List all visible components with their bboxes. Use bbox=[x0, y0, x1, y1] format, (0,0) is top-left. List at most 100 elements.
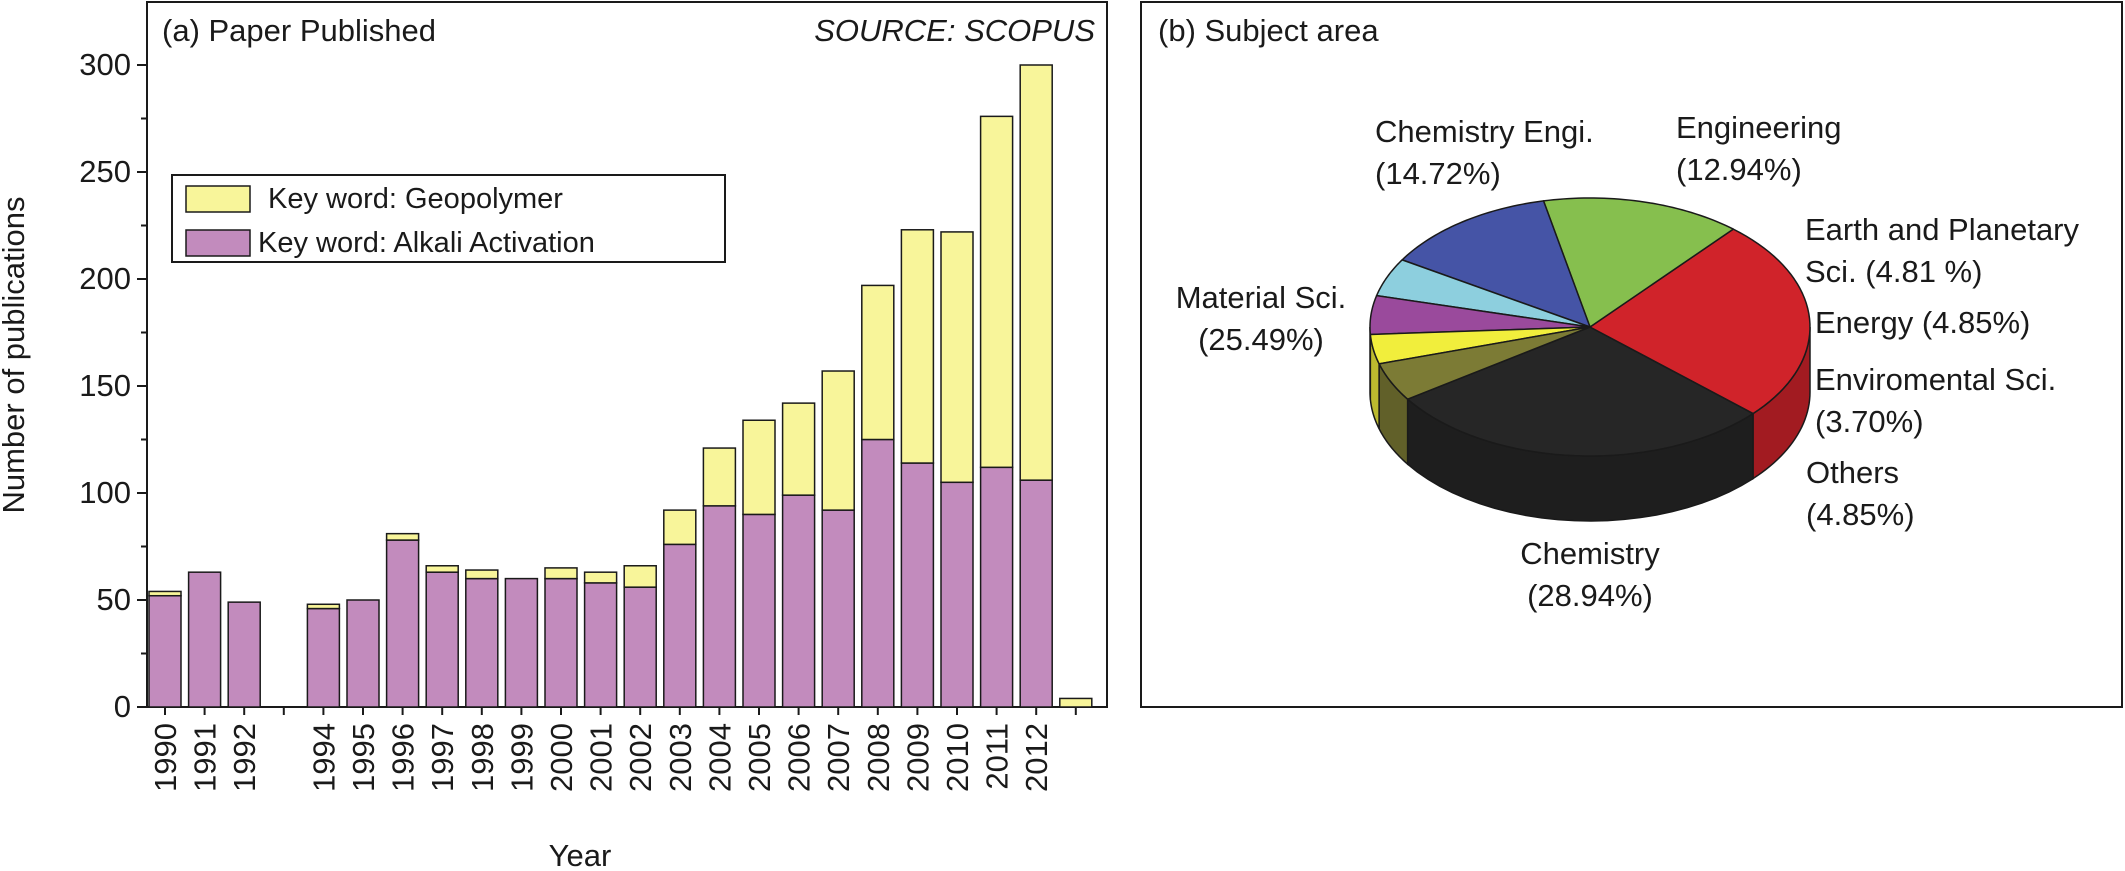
y-tick-label: 250 bbox=[79, 154, 131, 189]
x-tick-label: 2004 bbox=[702, 723, 737, 792]
legend-label-alkali-activation: Key word: Alkali Activation bbox=[258, 227, 595, 259]
bar-geopolymer-1998 bbox=[465, 569, 499, 580]
y-axis-label: Number of publications bbox=[0, 196, 31, 513]
bar-geopolymer-2010 bbox=[940, 231, 974, 484]
x-tick-label: 2008 bbox=[861, 723, 896, 792]
bar-geopolymer-2003 bbox=[663, 509, 697, 546]
bar-geopolymer-2000 bbox=[544, 567, 578, 580]
bar-geopolymer-2001 bbox=[583, 571, 618, 584]
legend-label-geopolymer: Key word: Geopolymer bbox=[268, 183, 563, 215]
y-tick-label: 100 bbox=[79, 475, 131, 510]
bar-geopolymer-1996 bbox=[385, 532, 420, 541]
pie-chart-title: (b) Subject area bbox=[1158, 13, 1379, 48]
legend-box bbox=[171, 174, 726, 263]
pie-label-material-sci: Material Sci. (25.49%) bbox=[1176, 280, 1347, 357]
x-tick-label: 2001 bbox=[584, 723, 619, 792]
pie-slice-chemistry bbox=[1406, 326, 1754, 457]
y-tick-label: 50 bbox=[97, 582, 131, 617]
x-tick-label: 1999 bbox=[504, 723, 539, 792]
bar-alkali-activation-2012 bbox=[1019, 479, 1053, 708]
x-tick-label: 2012 bbox=[1019, 723, 1054, 792]
pie-label-earth-and-planetary-sci: Earth and Planetary Sci. (4.81 %) bbox=[1805, 212, 2080, 289]
pie-slice-others bbox=[1378, 326, 1591, 400]
pie-label-enviromental-sci: Enviromental Sci. (3.70%) bbox=[1815, 362, 2056, 439]
pie-slice-earth-and-planetary-sci bbox=[1375, 259, 1591, 328]
bar-geopolymer-2009 bbox=[900, 229, 935, 464]
bar-geopolymer-2011 bbox=[979, 115, 1014, 469]
x-tick-label: 2006 bbox=[782, 723, 817, 792]
bar-alkali-activation-2000 bbox=[544, 577, 578, 708]
pie-label-chemistry-engi: Chemistry Engi. (14.72%) bbox=[1375, 114, 1594, 191]
x-tick-label: 1997 bbox=[425, 723, 460, 792]
y-tick-label: 150 bbox=[79, 368, 131, 403]
bar-marks bbox=[148, 64, 1093, 708]
bar-geopolymer-2008 bbox=[861, 284, 895, 441]
y-axis: 0 50 100 150 200 250 300 bbox=[79, 47, 147, 724]
pie-slice-material-sci bbox=[1589, 228, 1811, 415]
bar-geopolymer-2004 bbox=[702, 447, 737, 507]
x-axis: 1990 1991 1992 1994 1995 1996 1997 1998 1999 2000… bbox=[148, 707, 1077, 792]
pie-slice-energy bbox=[1369, 294, 1591, 336]
bar-alkali-activation-1990 bbox=[148, 594, 182, 708]
bar-alkali-activation-1994 bbox=[306, 607, 341, 708]
x-tick-label: 1992 bbox=[227, 723, 262, 792]
bar-alkali-activation-2010 bbox=[940, 481, 974, 708]
bar-geopolymer-2005 bbox=[742, 419, 776, 516]
legend-swatch-alkali-activation bbox=[185, 229, 251, 257]
bar-geopolymer-2006 bbox=[781, 402, 816, 496]
bar-geopolymer-1994 bbox=[306, 603, 341, 610]
y-tick-label: 200 bbox=[79, 261, 131, 296]
legend-swatch-geopolymer bbox=[185, 185, 251, 213]
bar-geopolymer-2002 bbox=[623, 565, 657, 588]
x-tick-label: 1994 bbox=[306, 723, 341, 792]
pie-panel-frame bbox=[1140, 1, 2123, 708]
x-tick-label: 2005 bbox=[742, 723, 777, 792]
bar-alkali-activation-1998 bbox=[465, 577, 499, 708]
x-tick-label: 1996 bbox=[386, 723, 421, 792]
x-tick-label: 2002 bbox=[623, 723, 658, 792]
bar-alkali-activation-1996 bbox=[385, 539, 420, 708]
bar-geopolymer-2007 bbox=[821, 370, 855, 511]
y-tick-label: 0 bbox=[114, 689, 131, 724]
pie-label-engineering: Engineering (12.94%) bbox=[1676, 110, 1841, 187]
bar-alkali-activation-1999 bbox=[504, 577, 539, 708]
bar-alkali-activation-1995 bbox=[346, 599, 380, 708]
bar-geopolymer-1997 bbox=[425, 565, 459, 573]
pie-slice-chemistry-engi bbox=[1542, 197, 1735, 328]
x-tick-label: 1995 bbox=[346, 723, 381, 792]
pie-chart-panel: (b) Subject area Chemistry (28.94%) Materi… bbox=[1140, 1, 2123, 708]
pie-slice-engineering bbox=[1401, 200, 1591, 328]
x-tick-label: 1991 bbox=[188, 723, 223, 792]
bar-alkali-activation-2003 bbox=[663, 543, 697, 708]
bar-alkali-activation-1997 bbox=[425, 571, 459, 708]
x-tick-label: 2007 bbox=[821, 723, 856, 792]
bar-chart-title: (a) Paper Published bbox=[162, 13, 436, 48]
bar-alkali-activation-2008 bbox=[861, 438, 895, 708]
bar-alkali-activation-1991 bbox=[187, 571, 222, 708]
x-tick-label: 2010 bbox=[940, 723, 975, 792]
x-tick-label: 1990 bbox=[148, 723, 183, 792]
bar-alkali-activation-2005 bbox=[742, 513, 776, 708]
pie-label-chemistry: Chemistry (28.94%) bbox=[1520, 536, 1660, 613]
bar-alkali-activation-2011 bbox=[979, 466, 1014, 708]
bar-alkali-activation-2004 bbox=[702, 505, 737, 708]
bar-alkali-activation-2009 bbox=[900, 462, 935, 708]
bar-alkali-activation-2006 bbox=[781, 494, 816, 708]
x-tick-label: 2011 bbox=[980, 723, 1015, 790]
x-tick-label: 2009 bbox=[900, 723, 935, 792]
bar-geopolymer-1990 bbox=[148, 590, 182, 597]
pie-labels: Chemistry (28.94%) Material Sci. (25.49%) Ch… bbox=[1176, 110, 2080, 613]
x-tick-label: 2003 bbox=[663, 723, 698, 792]
pie-label-energy: Energy (4.85%) bbox=[1815, 305, 2030, 340]
bar-geopolymer-2012 bbox=[1019, 64, 1053, 481]
pie-top-slices bbox=[1369, 197, 1811, 457]
x-axis-label: Year bbox=[549, 838, 612, 871]
bar-alkali-activation-1992 bbox=[227, 601, 261, 708]
bar-alkali-activation-2002 bbox=[623, 586, 657, 708]
bar-alkali-activation-2001 bbox=[583, 582, 618, 708]
source-note: SOURCE: SCOPUS bbox=[814, 13, 1095, 48]
y-tick-label: 300 bbox=[79, 47, 131, 82]
x-tick-label: 2000 bbox=[544, 723, 579, 792]
